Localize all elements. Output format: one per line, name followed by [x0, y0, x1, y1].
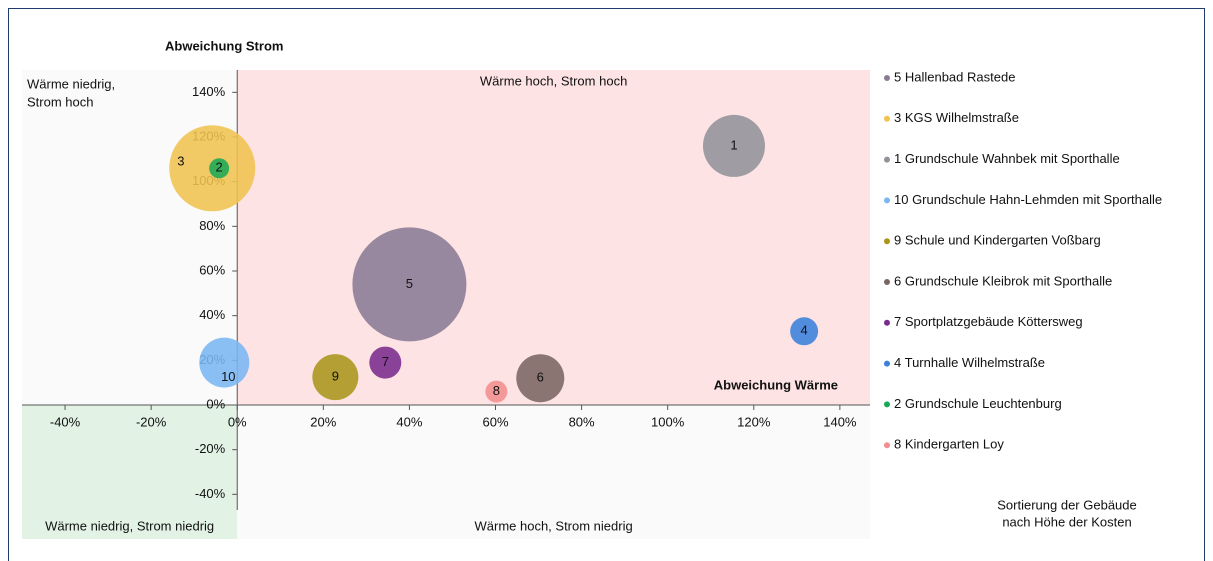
y-tick-label: 60%	[199, 262, 225, 277]
legend-label: 10 Grundschule Hahn-Lehmden mit Sporthal…	[894, 192, 1162, 207]
bubble	[790, 317, 819, 346]
legend-marker	[884, 75, 890, 81]
bubble	[352, 227, 467, 342]
legend-marker	[884, 279, 890, 285]
legend-label: 6 Grundschule Kleibrok mit Sporthalle	[894, 273, 1112, 288]
quadrant-top-left	[22, 70, 238, 405]
note: nach Höhe der Kosten	[1002, 514, 1131, 529]
bubble-label: 2	[216, 160, 223, 175]
bubble-label: 4	[801, 323, 808, 338]
legend-marker	[884, 401, 890, 408]
quadrant-top-right	[237, 70, 871, 405]
y-tick-label: 0%	[206, 396, 225, 411]
y-axis-title: Abweichung Strom	[165, 38, 283, 53]
y-tick-label: -40%	[195, 486, 226, 501]
x-tick-label: -40%	[50, 414, 81, 429]
quadrant-label: Strom hoch	[27, 94, 93, 109]
quadrant-label: Wärme niedrig, Strom niedrig	[45, 518, 214, 533]
legend-marker	[884, 319, 890, 326]
bubble-label: 3	[177, 154, 184, 169]
bubble	[369, 346, 402, 379]
x-tick-label: 120%	[737, 414, 771, 429]
x-tick-label: 100%	[651, 414, 685, 429]
legend-marker	[884, 115, 890, 122]
legend-label: 9 Schule und Kindergarten Voßbarg	[894, 233, 1101, 248]
bubble	[312, 354, 359, 401]
legend-marker	[884, 442, 890, 449]
y-tick-label: 140%	[192, 84, 226, 99]
note: Sortierung der Gebäude	[997, 497, 1136, 512]
quadrant-label: Wärme niedrig,	[27, 76, 115, 91]
legend-label: 1 Grundschule Wahnbek mit Sporthalle	[894, 151, 1120, 166]
legend-marker	[884, 360, 890, 367]
x-tick-label: 0%	[228, 414, 247, 429]
x-tick-label: 80%	[569, 414, 595, 429]
frame	[8, 8, 1205, 561]
legend-label: 4 Turnhalle Wilhelmstraße	[894, 355, 1045, 370]
bubble	[485, 380, 508, 403]
legend-label: 8 Kindergarten Loy	[894, 437, 1004, 452]
x-tick-label: 140%	[823, 414, 857, 429]
legend-label: 7 Sportplatzgebäude Köttersweg	[894, 314, 1083, 329]
bubble-label: 1	[730, 137, 737, 152]
quadrant-bottom-left	[22, 405, 238, 539]
bubble-label: 7	[382, 354, 389, 369]
legend-label: 2 Grundschule Leuchtenburg	[894, 396, 1062, 411]
x-tick-label: -20%	[136, 414, 167, 429]
x-tick-label: 40%	[396, 414, 422, 429]
x-tick-label: 20%	[310, 414, 336, 429]
legend-marker	[884, 238, 890, 245]
bubble	[702, 114, 765, 177]
bubble	[209, 158, 230, 179]
bubble	[199, 337, 250, 388]
y-tick-label: -20%	[195, 441, 226, 456]
bubble-label: 10	[221, 369, 235, 384]
bubble-label: 8	[493, 383, 500, 398]
quadrant-bottom-right	[237, 405, 871, 539]
bubble-label: 5	[406, 276, 413, 291]
x-tick-label: 60%	[482, 414, 508, 429]
x-axis-title: Abweichung Wärme	[714, 377, 838, 392]
legend-label: 3 KGS Wilhelmstraße	[894, 110, 1019, 125]
legend-label: 5 Hallenbad Rastede	[894, 69, 1015, 84]
bubble-label: 9	[332, 369, 339, 384]
bubble-label: 6	[537, 370, 544, 385]
y-tick-label: 40%	[199, 307, 225, 322]
y-tick-label: 80%	[199, 218, 225, 233]
bubble	[516, 354, 565, 403]
legend-marker	[884, 197, 890, 204]
quadrant-label: Wärme hoch, Strom niedrig	[474, 518, 632, 533]
quadrant-label: Wärme hoch, Strom hoch	[480, 73, 627, 88]
legend-marker	[884, 156, 890, 163]
